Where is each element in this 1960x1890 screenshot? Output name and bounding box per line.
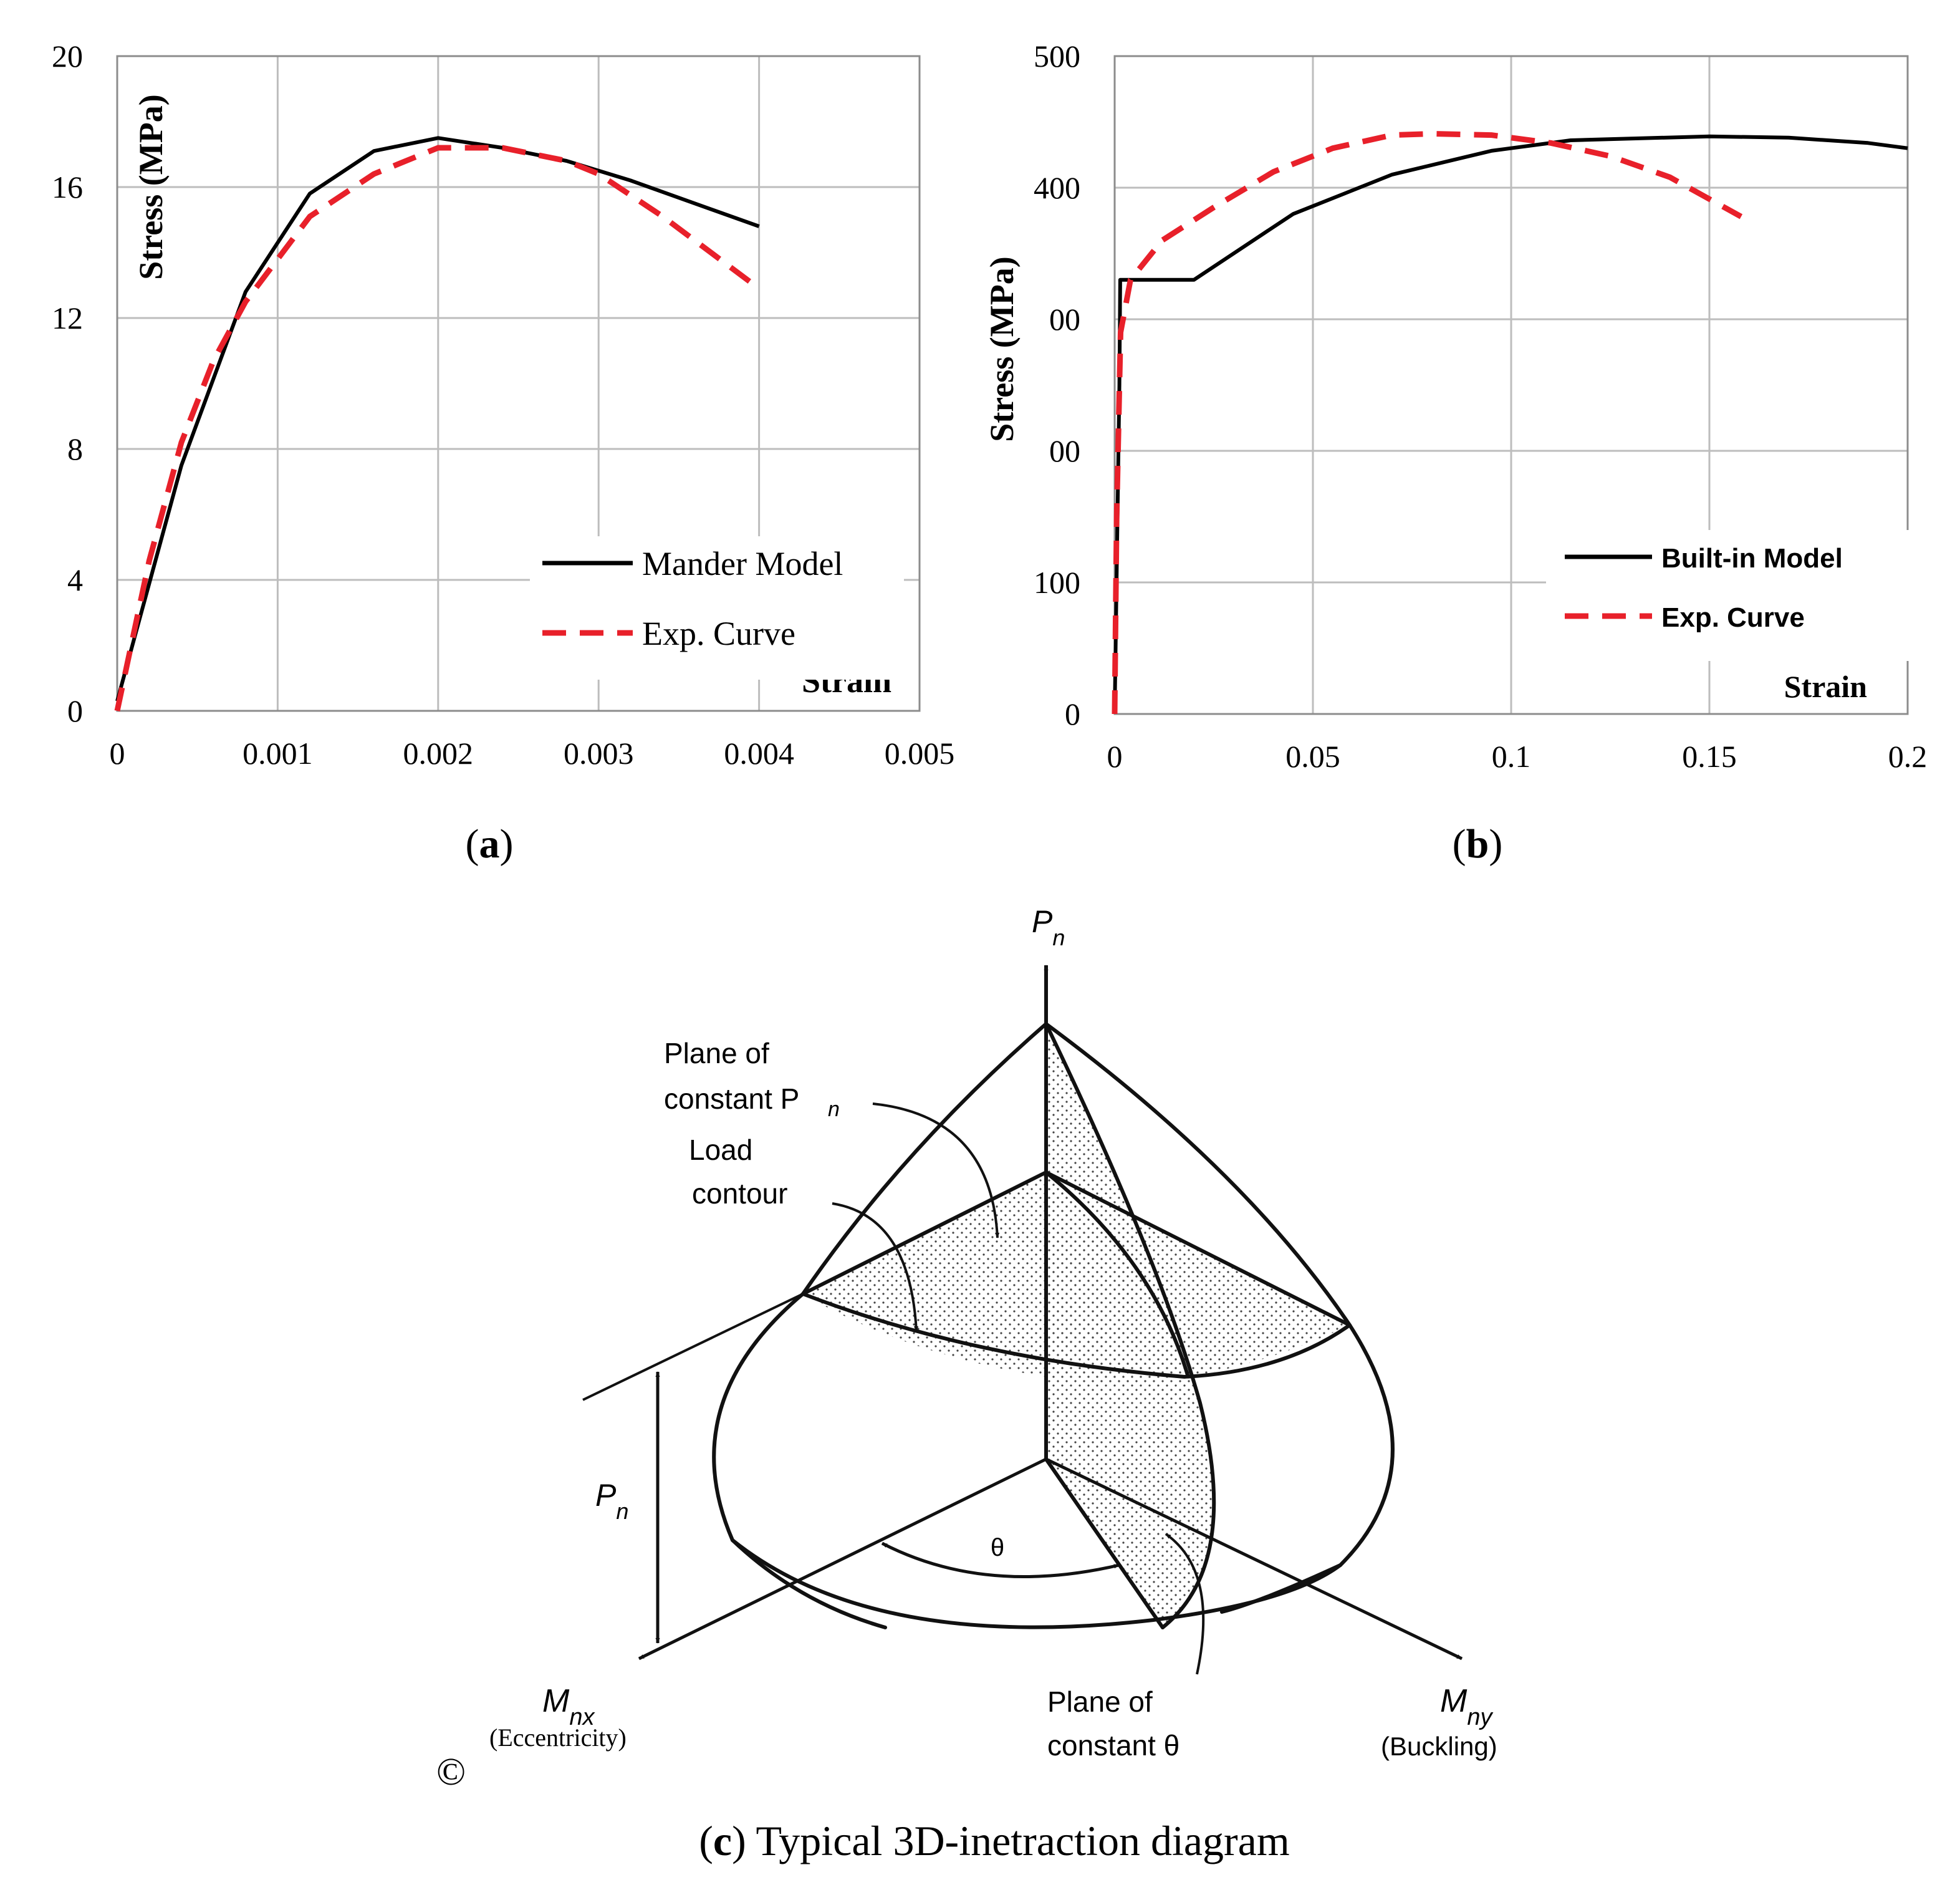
chartB-series-exp-curve-line [1112, 131, 1743, 715]
mny-label: Mny [1440, 1683, 1493, 1730]
mnx-note: (Eccentricity) [489, 1724, 627, 1752]
copyright-mark: © [436, 1751, 466, 1793]
chartB-ytick-label: 400 [1034, 170, 1080, 205]
legend-a-exp-label: Exp. Curve [642, 615, 795, 652]
mnx-label: Mnx [542, 1683, 595, 1730]
pn-height-label: Pn [595, 1478, 628, 1524]
chartB-ytick-label: 00 [1049, 302, 1080, 337]
theta-angle-arc [881, 1541, 1120, 1578]
plane-constant-theta-fill [1046, 1024, 1214, 1627]
chartA-ytick-label: 0 [67, 693, 83, 728]
chart-a: 0 0.001 0.002 0.003 0.004 0.005 0 4 8 12 16 20 Stre… [52, 39, 954, 867]
plane-theta-label: Plane of constant θ [1047, 1685, 1179, 1762]
chart-a-ylabel: Stress (MPa) [132, 94, 170, 279]
contour-upper-left [801, 1170, 1048, 1296]
chart-a-legend: Mander Model Exp. Curve [530, 536, 904, 680]
leader-load-contour [832, 1202, 919, 1332]
theta-plane-outer-edge [1044, 1022, 1216, 1629]
mny-note: (Buckling) [1381, 1732, 1497, 1761]
load-contour-curve [801, 1292, 1352, 1379]
chartB-series-model-line [1113, 134, 1908, 715]
chartB-ytick-label: 500 [1034, 39, 1080, 74]
legend-b-builtin-label: Built-in Model [1661, 543, 1843, 574]
interaction-diagram: Pn Plane of constant P n Load contour Pn… [436, 904, 1497, 1864]
chartA-plot-frame [116, 55, 921, 712]
chartB-ytick-label: 100 [1034, 565, 1080, 600]
chartB-ytick-label: 0 [1065, 697, 1080, 731]
surface-left-edge [712, 1022, 1048, 1629]
pn-reference-line [582, 1293, 804, 1401]
caption-c: (c) Typical 3D-inetraction diagram [699, 1817, 1290, 1864]
chartA-ytick-label: 4 [67, 562, 83, 597]
mny-axis [1045, 1457, 1463, 1661]
chartA-xtick-label: 0.005 [885, 736, 955, 771]
leader-plane-pn [872, 1102, 1000, 1238]
chartB-xtick-label: 0.15 [1682, 739, 1737, 774]
chartA-xtick-label: 0.001 [243, 736, 313, 771]
chartA-ytick-label: 16 [52, 170, 83, 205]
surface-right-edge [1044, 1022, 1395, 1614]
chartB-xtick-label: 0.2 [1888, 739, 1928, 774]
chartA-xtick-label: 0.004 [724, 736, 794, 771]
chartA-ytick-label: 8 [67, 432, 83, 466]
chartA-series-exp-curve-line [114, 145, 761, 711]
leader-plane-theta [1165, 1533, 1205, 1675]
legend-a-mander-label: Mander Model [642, 545, 843, 582]
chartB-xtick-label: 0.1 [1492, 739, 1531, 774]
chart-b-xlabel: Strain [1784, 669, 1868, 704]
chartB-plot-frame [1113, 55, 1909, 715]
caption-b: (b) [1453, 821, 1503, 867]
chartA-ytick-label: 12 [52, 301, 83, 335]
theta-label: θ [991, 1534, 1004, 1561]
chart-b: 0 0.05 0.1 0.15 0.2 0 100 00 00 400 500 Stress (MP… [983, 39, 1927, 867]
plane-pn-label: Plane of constant P [664, 1037, 799, 1115]
chartA-xtick-label: 0.003 [564, 736, 634, 771]
pn-axis-label: Pn [1032, 904, 1065, 950]
caption-a: (a) [466, 821, 514, 867]
mnx-axis [638, 1457, 1047, 1661]
surface-bottom-edge [731, 1538, 1342, 1629]
chartA-series-model-line [115, 136, 760, 702]
theta-plane-inner-edge [1044, 1170, 1189, 1377]
chartB-xtick-label: 0 [1107, 739, 1123, 774]
load-contour-label: Load contour [689, 1134, 787, 1210]
chartA-xtick-label: 0.002 [403, 736, 474, 771]
chartB-ytick-label: 00 [1049, 433, 1080, 468]
chart-b-legend: Built-in Model Exp. Curve [1546, 530, 1920, 661]
contour-upper-right [1044, 1170, 1352, 1327]
chartA-xtick-label: 0 [110, 736, 125, 771]
chartA-ytick-label: 20 [52, 39, 83, 74]
legend-b-exp-label: Exp. Curve [1661, 602, 1805, 633]
plane-pn-subscript-label: n [828, 1097, 840, 1121]
chartB-xtick-label: 0.05 [1285, 739, 1340, 774]
chart-b-ylabel: Stress (MPa) [983, 256, 1021, 441]
